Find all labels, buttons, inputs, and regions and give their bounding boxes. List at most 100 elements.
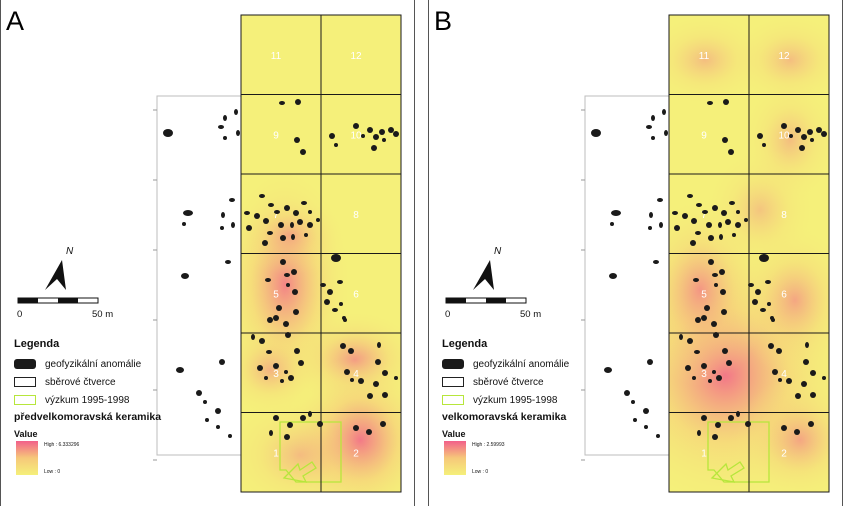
geophysical-anomaly: [373, 134, 379, 140]
geophysical-anomaly: [196, 390, 202, 396]
geophysical-anomaly: [246, 225, 252, 231]
geophysical-anomaly: [295, 99, 301, 105]
geophysical-anomaly: [329, 133, 335, 139]
collection-square-label: 11: [699, 51, 710, 62]
collection-square-label: 9: [273, 130, 279, 141]
collection-square-label: 10: [778, 130, 790, 141]
geophysical-anomaly: [358, 378, 364, 384]
geophysical-anomaly: [348, 348, 354, 354]
geophysical-anomaly: [307, 222, 313, 228]
heat-hotspot: [735, 376, 829, 492]
geophysical-anomaly: [722, 137, 728, 143]
geophysical-anomaly: [276, 305, 282, 311]
geophysical-anomaly: [696, 203, 702, 207]
collection-square-label: 1: [273, 448, 279, 459]
research-1995-1998-outline: [707, 421, 770, 483]
geophysical-anomaly: [772, 369, 778, 375]
geophysical-anomaly: [280, 379, 284, 383]
geophysical-anomaly: [339, 302, 343, 306]
research-arrow-outline: [282, 461, 317, 483]
map-canvas-a: 11 129 107 85 63 41 2N: [17, 14, 402, 493]
geophysical-anomaly: [610, 222, 614, 226]
geophysical-anomaly: [794, 429, 800, 435]
geophysical-anomaly: [367, 393, 373, 399]
geophysical-anomaly: [284, 273, 290, 277]
legend-label-squares: sběrové čtverce: [473, 376, 544, 388]
geophysical-anomaly: [283, 321, 289, 327]
geophysical-anomaly: [382, 392, 388, 398]
ramp-high-label: High : 2.59993: [472, 442, 505, 448]
geophysical-anomaly: [176, 367, 184, 373]
research-1995-1998-outline: [279, 421, 342, 483]
geophysical-anomaly: [748, 283, 754, 287]
geophysical-anomaly: [659, 222, 663, 228]
geophysical-anomaly: [308, 210, 312, 214]
geophysical-anomaly: [722, 348, 728, 354]
geophysical-anomaly: [712, 434, 718, 440]
geophysical-anomaly: [377, 342, 381, 348]
geophysical-anomaly: [163, 129, 173, 137]
geophysical-anomaly: [331, 254, 341, 262]
square-swatch: [14, 377, 36, 387]
geophysical-anomaly: [393, 131, 399, 137]
geophysical-anomaly: [714, 283, 718, 287]
geophysical-anomaly: [781, 425, 787, 431]
collection-square-label: 4: [353, 369, 359, 380]
geophysical-anomaly: [361, 134, 365, 138]
geophysical-anomaly: [216, 425, 220, 429]
color-ramp: High : 2.59993 Low : 0: [442, 441, 677, 477]
geophysical-anomaly: [327, 289, 333, 295]
geophysical-anomaly: [382, 138, 386, 142]
geophysical-anomaly: [693, 278, 699, 282]
geophysical-anomaly: [367, 127, 373, 133]
geophysical-anomaly: [695, 231, 701, 235]
collection-square-label: 2: [353, 448, 359, 459]
geophysical-anomaly: [713, 332, 719, 338]
map-canvas-b: 11 129 107 85 63 41 2N: [445, 14, 830, 493]
legend-label-squares: sběrové čtverce: [45, 376, 116, 388]
geophysical-anomaly: [682, 213, 688, 219]
geophysical-anomaly: [263, 218, 269, 224]
geophysical-anomaly: [388, 127, 394, 133]
geophysical-anomaly: [776, 348, 782, 354]
geophysical-anomaly: [292, 289, 298, 295]
geophysical-anomaly: [215, 408, 221, 414]
layer-name: předvelkomoravská keramika: [14, 411, 162, 423]
collection-square-label: 10: [350, 130, 362, 141]
geophysical-anomaly: [223, 115, 227, 121]
geophysical-anomaly: [324, 299, 330, 305]
geophysical-anomaly: [280, 235, 286, 241]
geophysical-anomaly: [692, 376, 696, 380]
geophysical-anomaly: [789, 134, 793, 138]
map-panel-a: 11 12 9 10 7 8 5 6 3 4 1 2 N A 0 50 m Legenda geofyz…: [0, 0, 414, 506]
geophysical-anomaly: [294, 137, 300, 143]
geophysical-anomaly: [801, 134, 807, 140]
ramp-low-label: Low : 0: [44, 469, 61, 475]
geophysical-anomaly: [687, 194, 693, 198]
collection-square-label: 6: [781, 289, 787, 300]
geophysical-anomaly: [265, 278, 271, 282]
legend-row-research: výzkum 1995-1998: [14, 392, 249, 408]
panel-letter: A: [6, 6, 25, 36]
geophysical-anomaly: [633, 418, 637, 422]
anomaly-swatch: [14, 359, 36, 369]
geophysical-anomaly: [704, 305, 710, 311]
legend-title: Legenda: [14, 338, 60, 350]
geophysical-anomaly: [701, 363, 707, 369]
legend-title: Legenda: [442, 338, 488, 350]
geophysical-anomaly: [267, 317, 273, 323]
geophysical-anomaly: [382, 370, 388, 376]
geophysical-anomaly: [679, 334, 683, 340]
geophysical-anomaly: [810, 138, 814, 142]
geophysical-anomaly: [762, 143, 766, 147]
geophysical-anomaly: [293, 210, 299, 216]
heat-hotspot: [241, 195, 344, 275]
geophysical-anomaly: [220, 226, 224, 230]
geophysical-anomaly: [182, 222, 186, 226]
collection-square-label: 7: [701, 210, 707, 221]
geophysical-anomaly: [254, 213, 260, 219]
color-ramp-gradient: [16, 441, 38, 475]
geophysical-anomaly: [801, 381, 807, 387]
geophysical-anomaly: [284, 370, 288, 374]
panel-letter: B: [434, 6, 453, 36]
